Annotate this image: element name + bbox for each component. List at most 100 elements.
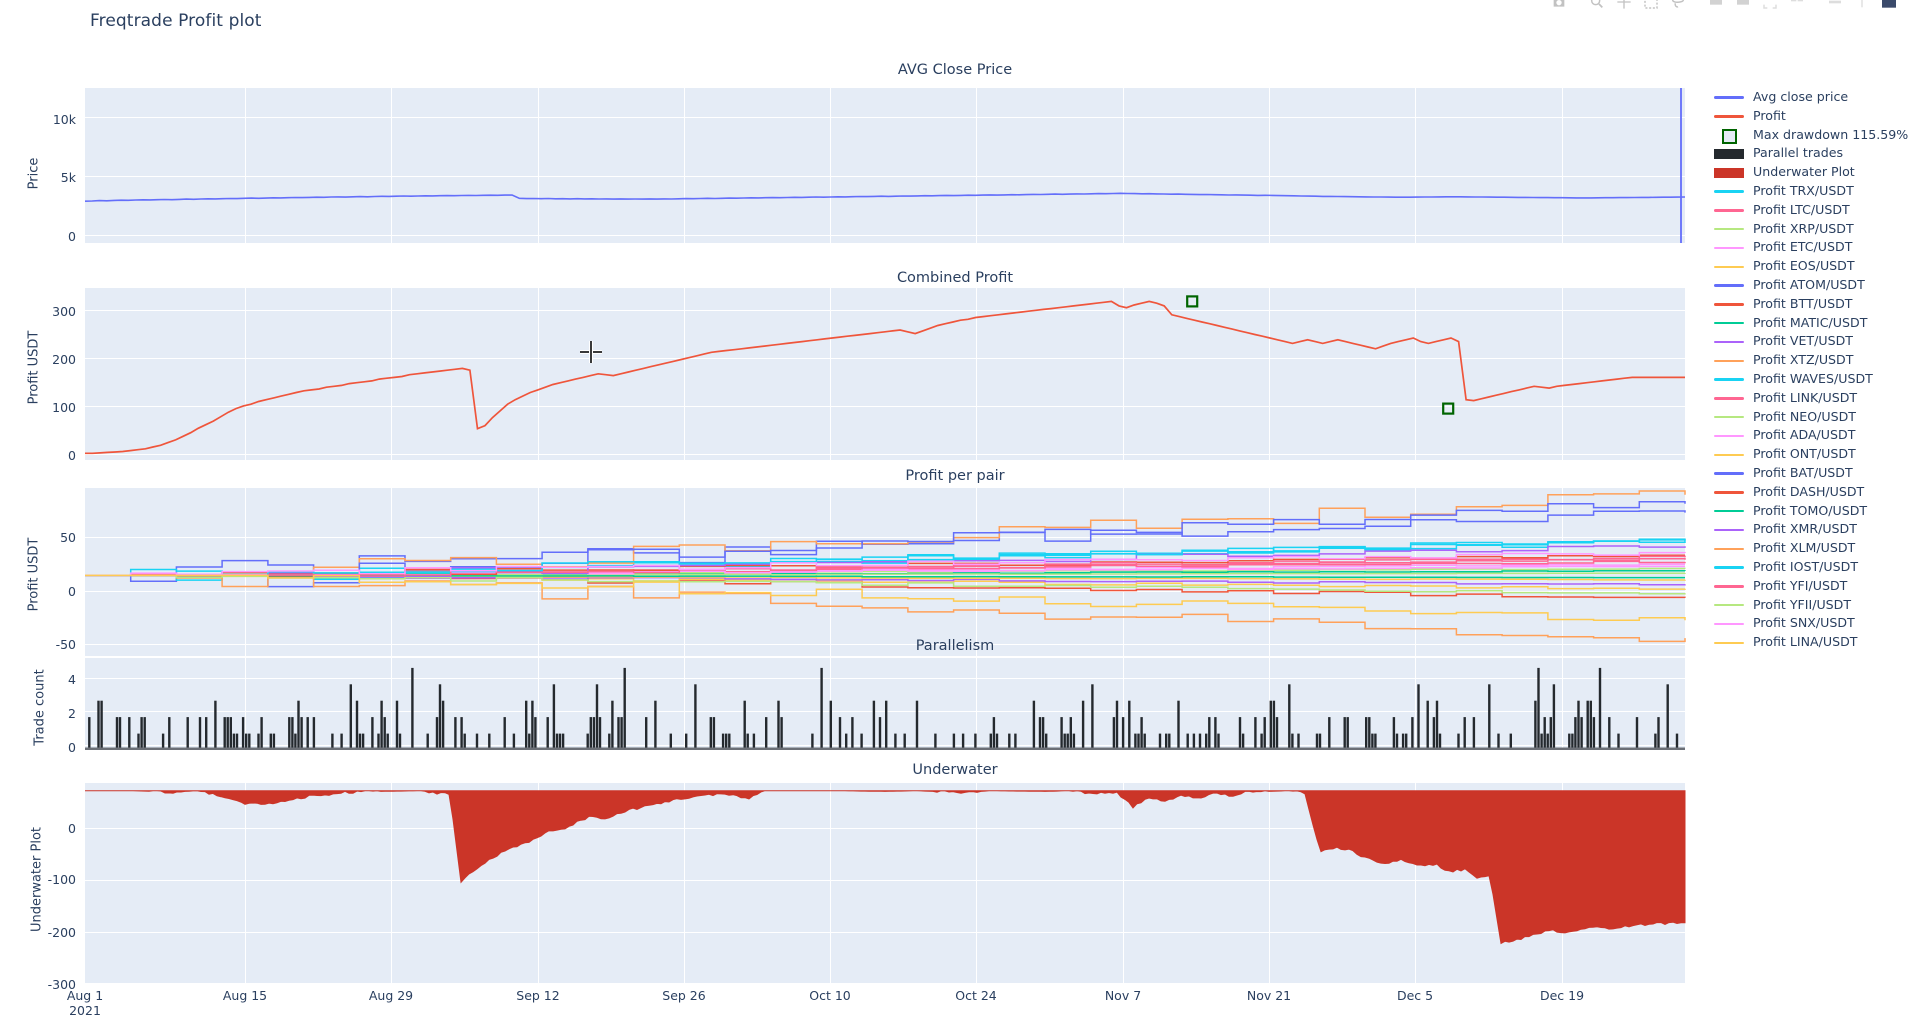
- parallel-trade-bar: [1426, 700, 1429, 750]
- plot-avg-close-price[interactable]: [84, 88, 1686, 243]
- legend-label: Avg close price: [1753, 89, 1849, 105]
- xtick-7: Nov 7: [1104, 988, 1142, 1003]
- legend-swatch-icon: [1714, 391, 1744, 405]
- parallel-trade-bar: [552, 684, 556, 750]
- legend-item-5[interactable]: Profit TRX/USDT: [1714, 182, 1910, 201]
- hover-compare-icon[interactable]: [1849, 0, 1875, 13]
- plot-underwater[interactable]: [85, 783, 1686, 984]
- modebar-group-hover[interactable]: [1822, 0, 1902, 13]
- legend-label: Profit LINA/USDT: [1753, 634, 1858, 650]
- legend-item-14[interactable]: Profit XTZ/USDT: [1714, 351, 1910, 370]
- parallel-trade-bar: [1134, 733, 1137, 750]
- parallel-trade-bar: [811, 733, 814, 750]
- pan-icon[interactable]: [1611, 0, 1637, 13]
- plot-combined-profit[interactable]: [85, 288, 1685, 460]
- camera-icon[interactable]: [1546, 0, 1572, 13]
- legend-label: Profit DASH/USDT: [1753, 483, 1865, 499]
- parallel-trade-bar: [186, 717, 189, 750]
- zoom-in-icon[interactable]: [1703, 0, 1729, 13]
- legend-item-23[interactable]: Profit XMR/USDT: [1714, 520, 1910, 539]
- parallel-trade-bar: [355, 700, 359, 750]
- legend-item-26[interactable]: Profit YFI/USDT: [1714, 577, 1910, 596]
- parallel-trade-bar: [845, 733, 848, 750]
- series-avg-close-price: [84, 88, 1686, 243]
- legend-swatch-icon: [1714, 560, 1744, 574]
- parallel-trade-bar: [1472, 717, 1476, 750]
- legend-item-22[interactable]: Profit TOMO/USDT: [1714, 502, 1910, 521]
- parallel-trade-bar: [525, 700, 528, 750]
- legend-item-15[interactable]: Profit WAVES/USDT: [1714, 370, 1910, 389]
- legend-item-18[interactable]: Profit ADA/USDT: [1714, 426, 1910, 445]
- reset-axes-icon[interactable]: [1784, 0, 1810, 13]
- legend-item-7[interactable]: Profit XRP/USDT: [1714, 220, 1910, 239]
- parallel-trade-bar: [1288, 684, 1291, 750]
- legend-item-8[interactable]: Profit ETC/USDT: [1714, 238, 1910, 257]
- parallel-trade-bar: [1346, 717, 1349, 750]
- parallel-trade-bar: [617, 717, 620, 750]
- legend-item-6[interactable]: Profit LTC/USDT: [1714, 201, 1910, 220]
- legend-label: Profit ONT/USDT: [1753, 446, 1856, 462]
- legend-item-16[interactable]: Profit LINK/USDT: [1714, 389, 1910, 408]
- parallel-trade-bar: [503, 717, 506, 750]
- plotly-modebar[interactable]: [1536, 0, 1902, 13]
- toggle-spikelines-icon[interactable]: [1822, 0, 1848, 13]
- parallel-trade-bar: [358, 733, 362, 750]
- parallel-trade-bar: [765, 717, 768, 750]
- legend-item-12[interactable]: Profit MATIC/USDT: [1714, 314, 1910, 333]
- parallel-trade-bar: [728, 733, 731, 750]
- parallel-trade-bar: [555, 733, 559, 750]
- parallel-trade-bar: [1552, 684, 1556, 750]
- parallel-trade-bar: [395, 700, 399, 750]
- plot-parallelism[interactable]: [85, 658, 1685, 750]
- parallel-trade-bar: [137, 733, 140, 750]
- legend-item-27[interactable]: Profit YFII/USDT: [1714, 596, 1910, 615]
- parallel-trade-bar: [561, 733, 565, 750]
- legend-item-17[interactable]: Profit NEO/USDT: [1714, 408, 1910, 427]
- parallel-trade-bar: [441, 700, 445, 750]
- parallel-trade-bar: [1543, 717, 1546, 750]
- legend-item-1[interactable]: Profit: [1714, 107, 1910, 126]
- zoom-icon[interactable]: [1584, 0, 1610, 13]
- hover-x-unified-icon[interactable]: [1876, 0, 1902, 13]
- parallel-trade-bar: [694, 684, 697, 750]
- parallel-trade-bar: [915, 700, 919, 750]
- modebar-group-drag[interactable]: [1584, 0, 1691, 13]
- zoom-out-icon[interactable]: [1730, 0, 1756, 13]
- legend-item-20[interactable]: Profit BAT/USDT: [1714, 464, 1910, 483]
- lasso-select-icon[interactable]: [1665, 0, 1691, 13]
- legend-item-2[interactable]: Max drawdown 115.59%: [1714, 126, 1910, 145]
- legend-item-19[interactable]: Profit ONT/USDT: [1714, 445, 1910, 464]
- legend-label: Underwater Plot: [1753, 164, 1855, 180]
- subplot-title-avg-close-price: AVG Close Price: [897, 62, 1013, 78]
- legend-item-25[interactable]: Profit IOST/USDT: [1714, 558, 1910, 577]
- autoscale-icon[interactable]: [1757, 0, 1783, 13]
- legend-item-24[interactable]: Profit XLM/USDT: [1714, 539, 1910, 558]
- legend-item-9[interactable]: Profit EOS/USDT: [1714, 257, 1910, 276]
- modebar-group-download[interactable]: [1546, 0, 1572, 13]
- legend-item-28[interactable]: Profit SNX/USDT: [1714, 614, 1910, 633]
- legend-item-10[interactable]: Profit ATOM/USDT: [1714, 276, 1910, 295]
- modebar-group-zoom[interactable]: [1703, 0, 1810, 13]
- parallel-trade-bar: [1158, 733, 1162, 750]
- parallel-trade-bar: [1008, 733, 1011, 750]
- ytick-underwater-neg100: -100: [47, 872, 76, 887]
- parallel-trade-bar: [1568, 733, 1571, 750]
- legend-item-29[interactable]: Profit LINA/USDT: [1714, 633, 1910, 652]
- pair-series-YFI/USDT: [85, 555, 1686, 577]
- legend-item-4[interactable]: Underwater Plot: [1714, 163, 1910, 182]
- parallel-trade-bar: [894, 733, 897, 750]
- legend-label: Profit XMR/USDT: [1753, 521, 1857, 537]
- legend-swatch-icon: [1714, 260, 1744, 274]
- legend-item-11[interactable]: Profit BTT/USDT: [1714, 295, 1910, 314]
- plot-profit-per-pair[interactable]: [85, 488, 1686, 656]
- legend-item-0[interactable]: Avg close price: [1714, 88, 1910, 107]
- legend-item-21[interactable]: Profit DASH/USDT: [1714, 483, 1910, 502]
- parallel-trade-bar: [1574, 717, 1577, 750]
- parallel-trade-bar: [1069, 717, 1072, 750]
- box-select-icon[interactable]: [1638, 0, 1664, 13]
- legend-item-3[interactable]: Parallel trades: [1714, 144, 1910, 163]
- legend-item-13[interactable]: Profit VET/USDT: [1714, 332, 1910, 351]
- chart-legend[interactable]: Avg close price Profit Max drawdown 115.59…: [1714, 88, 1910, 652]
- parallel-trade-bar: [1608, 717, 1611, 750]
- legend-swatch-icon: [1714, 372, 1744, 386]
